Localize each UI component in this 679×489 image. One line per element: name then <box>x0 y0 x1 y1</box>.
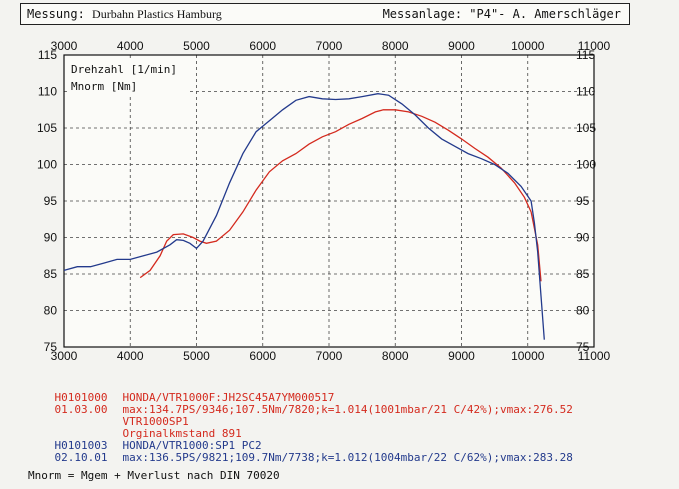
measurement-client-name: Durbahn Plastics Hamburg <box>92 7 222 21</box>
y-tick-label-right: 85 <box>576 267 590 281</box>
run-detail: HONDA/VTR1000:SP1 PC2 <box>122 439 262 452</box>
y-tick-label-right: 105 <box>576 121 596 135</box>
x-tick-label-bottom: 6000 <box>249 349 276 363</box>
norm-footnote: Mnorm = Mgem + Mverlust nach DIN 70020 <box>28 469 280 482</box>
measurement-facility: Messanlage: "P4"- A. Amerschläger <box>382 7 621 21</box>
tick-labels: 3000 3000 4000 4000 5000 5000 6000 6000 7000 7000… <box>37 39 611 363</box>
y-tick-label-left: 85 <box>44 267 58 281</box>
x-tick-label-bottom: 5000 <box>183 349 210 363</box>
x-tick-label-bottom: 7000 <box>316 349 343 363</box>
torque-curve-1 <box>139 109 542 282</box>
run-id: H0101000 <box>54 391 108 404</box>
x-tick-label-top: 7000 <box>316 39 343 53</box>
info-line: VTR1000SP1 <box>28 404 648 428</box>
x-tick-label-bottom: 9000 <box>448 349 475 363</box>
x-tick-label-top: 6000 <box>249 39 276 53</box>
measurement-header: Messung: Durbahn Plastics Hamburg Messan… <box>20 3 630 25</box>
x-tick-label-top: 4000 <box>117 39 144 53</box>
info-line: H0101003 HONDA/VTR1000:SP1 PC2 <box>28 428 648 452</box>
annotation-rpm: Drehzahl [1/min] <box>71 63 177 76</box>
run-detail: HONDA/VTR1000F:JH2SC45A7YM000517 <box>122 391 335 404</box>
x-tick-label-top: 9000 <box>448 39 475 53</box>
x-tick-label-bottom: 10000 <box>511 349 545 363</box>
y-tick-label-left: 80 <box>44 304 58 318</box>
y-tick-label-left: 115 <box>38 48 57 62</box>
info-line: Orginalkmstand 891 <box>28 416 648 440</box>
y-tick-label-left: 95 <box>44 194 58 208</box>
x-tick-label-top: 10000 <box>511 39 545 53</box>
run-detail: VTR1000SP1 <box>122 415 189 428</box>
y-tick-label-left: 105 <box>37 121 57 135</box>
measurement-client: Messung: Durbahn Plastics Hamburg <box>27 7 222 22</box>
x-tick-label-top: 3000 <box>51 39 78 53</box>
x-tick-label-bottom: 11000 <box>578 349 611 363</box>
run-detail: max:136.5PS/9821;109.7Nm/7738;k=1.012(10… <box>122 451 573 464</box>
run-date: 02.10.01 <box>54 451 108 464</box>
y-tick-label-left: 110 <box>38 85 57 99</box>
run-id: H0101003 <box>54 439 108 452</box>
series-lines <box>63 93 545 340</box>
annotation-torque: Mnorm [Nm] <box>71 80 137 93</box>
x-tick-label-top: 11000 <box>578 39 611 53</box>
y-tick-label-right: 90 <box>576 231 590 245</box>
y-tick-label-right: 75 <box>576 340 590 354</box>
annotation-box <box>68 59 188 96</box>
run-detail: Orginalkmstand 891 <box>122 427 242 440</box>
x-tick-label-bottom: 8000 <box>382 349 409 363</box>
plot-frame <box>63 54 595 348</box>
info-line: 02.10.01 max:136.5PS/9821;109.7Nm/7738;k=… <box>28 440 648 464</box>
torque-curve-2 <box>63 93 545 340</box>
y-tick-label-left: 90 <box>44 231 58 245</box>
info-line: H0101000 HONDA/VTR1000F:JH2SC45A7YM000517 <box>28 380 648 404</box>
y-tick-label-right: 100 <box>576 158 596 172</box>
measurement-label: Messung: <box>27 7 85 21</box>
y-tick-label-left: 100 <box>37 158 57 172</box>
y-tick-label-right: 110 <box>576 85 595 99</box>
x-tick-label-top: 8000 <box>382 39 409 53</box>
y-tick-label-right: 115 <box>576 48 595 62</box>
y-tick-label-right: 80 <box>576 304 590 318</box>
info-line: 01.03.00 max:134.7PS/9346;107.5Nm/7820;k=… <box>28 392 648 416</box>
test-run-info: H0101000 HONDA/VTR1000F:JH2SC45A7YM000517… <box>28 380 648 464</box>
y-tick-label-left: 75 <box>44 340 58 354</box>
x-tick-label-bottom: 3000 <box>51 349 78 363</box>
x-tick-label-bottom: 4000 <box>117 349 144 363</box>
y-tick-label-right: 95 <box>576 194 590 208</box>
x-tick-label-top: 5000 <box>183 39 210 53</box>
run-detail: max:134.7PS/9346;107.5Nm/7820;k=1.014(10… <box>122 403 573 416</box>
run-date: 01.03.00 <box>54 403 108 416</box>
